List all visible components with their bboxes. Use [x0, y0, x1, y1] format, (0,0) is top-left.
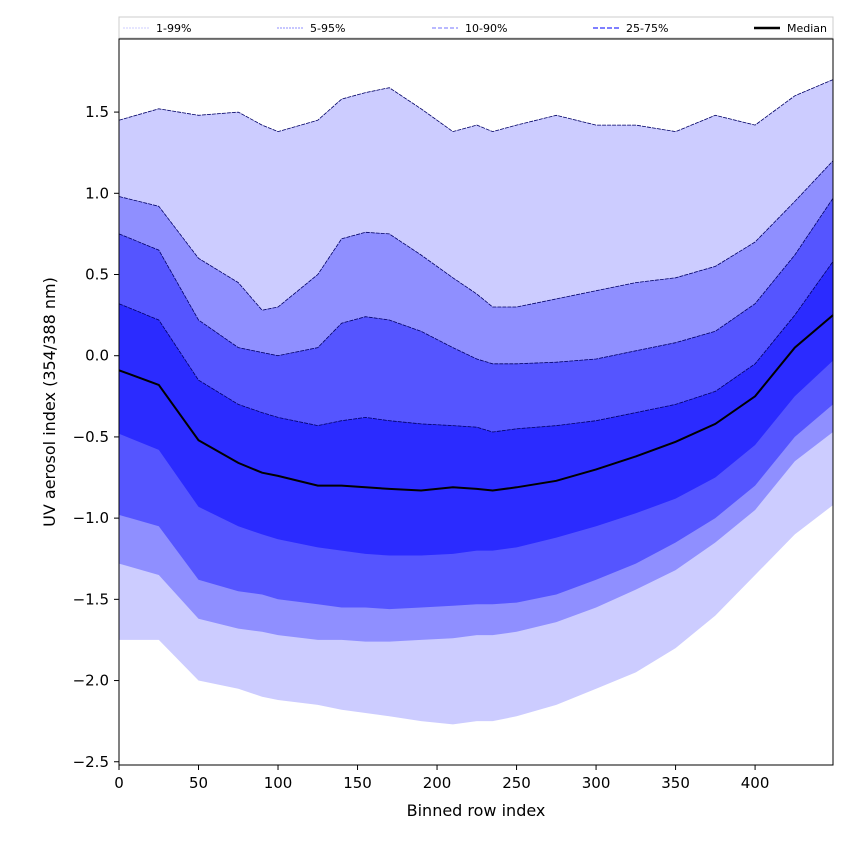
y-tick-label: 1.5 — [85, 103, 109, 121]
upper-edge-inner — [118, 261, 834, 433]
y-tick-label: −0.5 — [73, 428, 109, 446]
bands-layer — [119, 79, 833, 725]
x-tick-label: 200 — [423, 774, 452, 792]
x-tick-label: 250 — [502, 774, 531, 792]
y-tick-label: 0.0 — [85, 347, 109, 365]
x-tick-label: 400 — [741, 774, 770, 792]
x-tick-label: 50 — [189, 774, 208, 792]
x-tick-label: 350 — [661, 774, 690, 792]
legend-label: 10-90% — [465, 22, 507, 35]
legend-label: Median — [787, 22, 827, 35]
x-axis-label: Binned row index — [407, 801, 546, 820]
y-tick-label: −1.0 — [73, 509, 109, 527]
y-axis-label: UV aerosol index (354/388 nm) — [40, 277, 59, 527]
legend-label: 25-75% — [626, 22, 668, 35]
upper-edge-25-75 — [118, 197, 834, 365]
y-axis: −2.5 −2.0 −1.5 −1.0 −0.5 0.0 0.5 1.0 1.5 — [73, 103, 119, 771]
median-line — [118, 314, 834, 492]
y-tick-label: 0.5 — [85, 266, 109, 284]
x-tick-label: 150 — [343, 774, 372, 792]
legend-box — [118, 16, 834, 39]
x-tick-label: 0 — [114, 774, 124, 792]
upper-edge-10-90 — [118, 160, 834, 311]
band-25-75 — [119, 261, 833, 556]
legend: 1-99% 5-95% 10-90% 25-75% Median — [118, 16, 834, 39]
y-tick-label: −1.5 — [73, 590, 109, 608]
plot-frame — [118, 38, 834, 766]
y-tick-label: 1.0 — [85, 184, 109, 202]
x-tick-label: 300 — [582, 774, 611, 792]
lines-layer — [118, 79, 834, 492]
legend-label: 1-99% — [156, 22, 191, 35]
y-tick-label: −2.0 — [73, 672, 109, 690]
y-tick-label: −2.5 — [73, 753, 109, 771]
legend-label: 5-95% — [310, 22, 345, 35]
upper-edge-1-99 — [118, 79, 834, 133]
x-tick-label: 100 — [264, 774, 293, 792]
x-axis: 0 50 100 150 200 250 300 350 400 — [114, 765, 769, 792]
